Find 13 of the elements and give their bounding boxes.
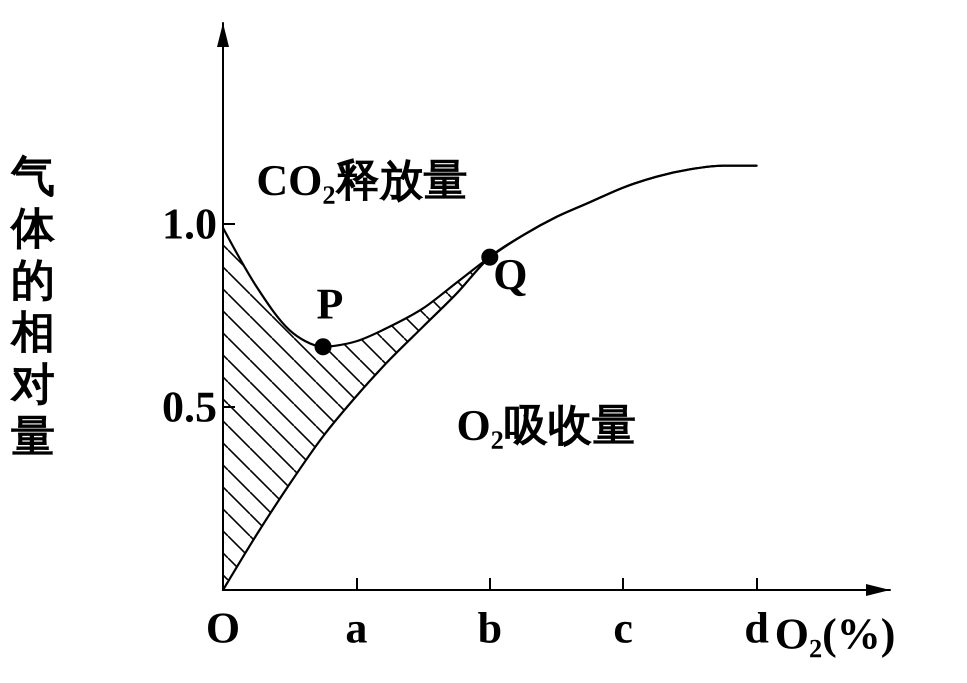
x-axis-title: O₂(%) xyxy=(774,610,896,658)
y-tick-label: 0.5 xyxy=(162,382,217,432)
x-tick-label: O xyxy=(206,604,240,652)
y-tick-label: 1.0 xyxy=(162,200,217,249)
annotation: Q xyxy=(493,250,528,300)
annotation: P xyxy=(316,280,344,329)
y-axis-title: 气体的相对量 xyxy=(9,152,56,461)
x-tick-label: c xyxy=(613,604,633,652)
x-tick-label: b xyxy=(478,604,502,652)
series-label: CO₂释放量 xyxy=(256,156,468,205)
x-tick-label: a xyxy=(345,604,368,652)
x-tick-label: d xyxy=(744,604,769,652)
series-label: O₂吸收量 xyxy=(456,400,636,450)
